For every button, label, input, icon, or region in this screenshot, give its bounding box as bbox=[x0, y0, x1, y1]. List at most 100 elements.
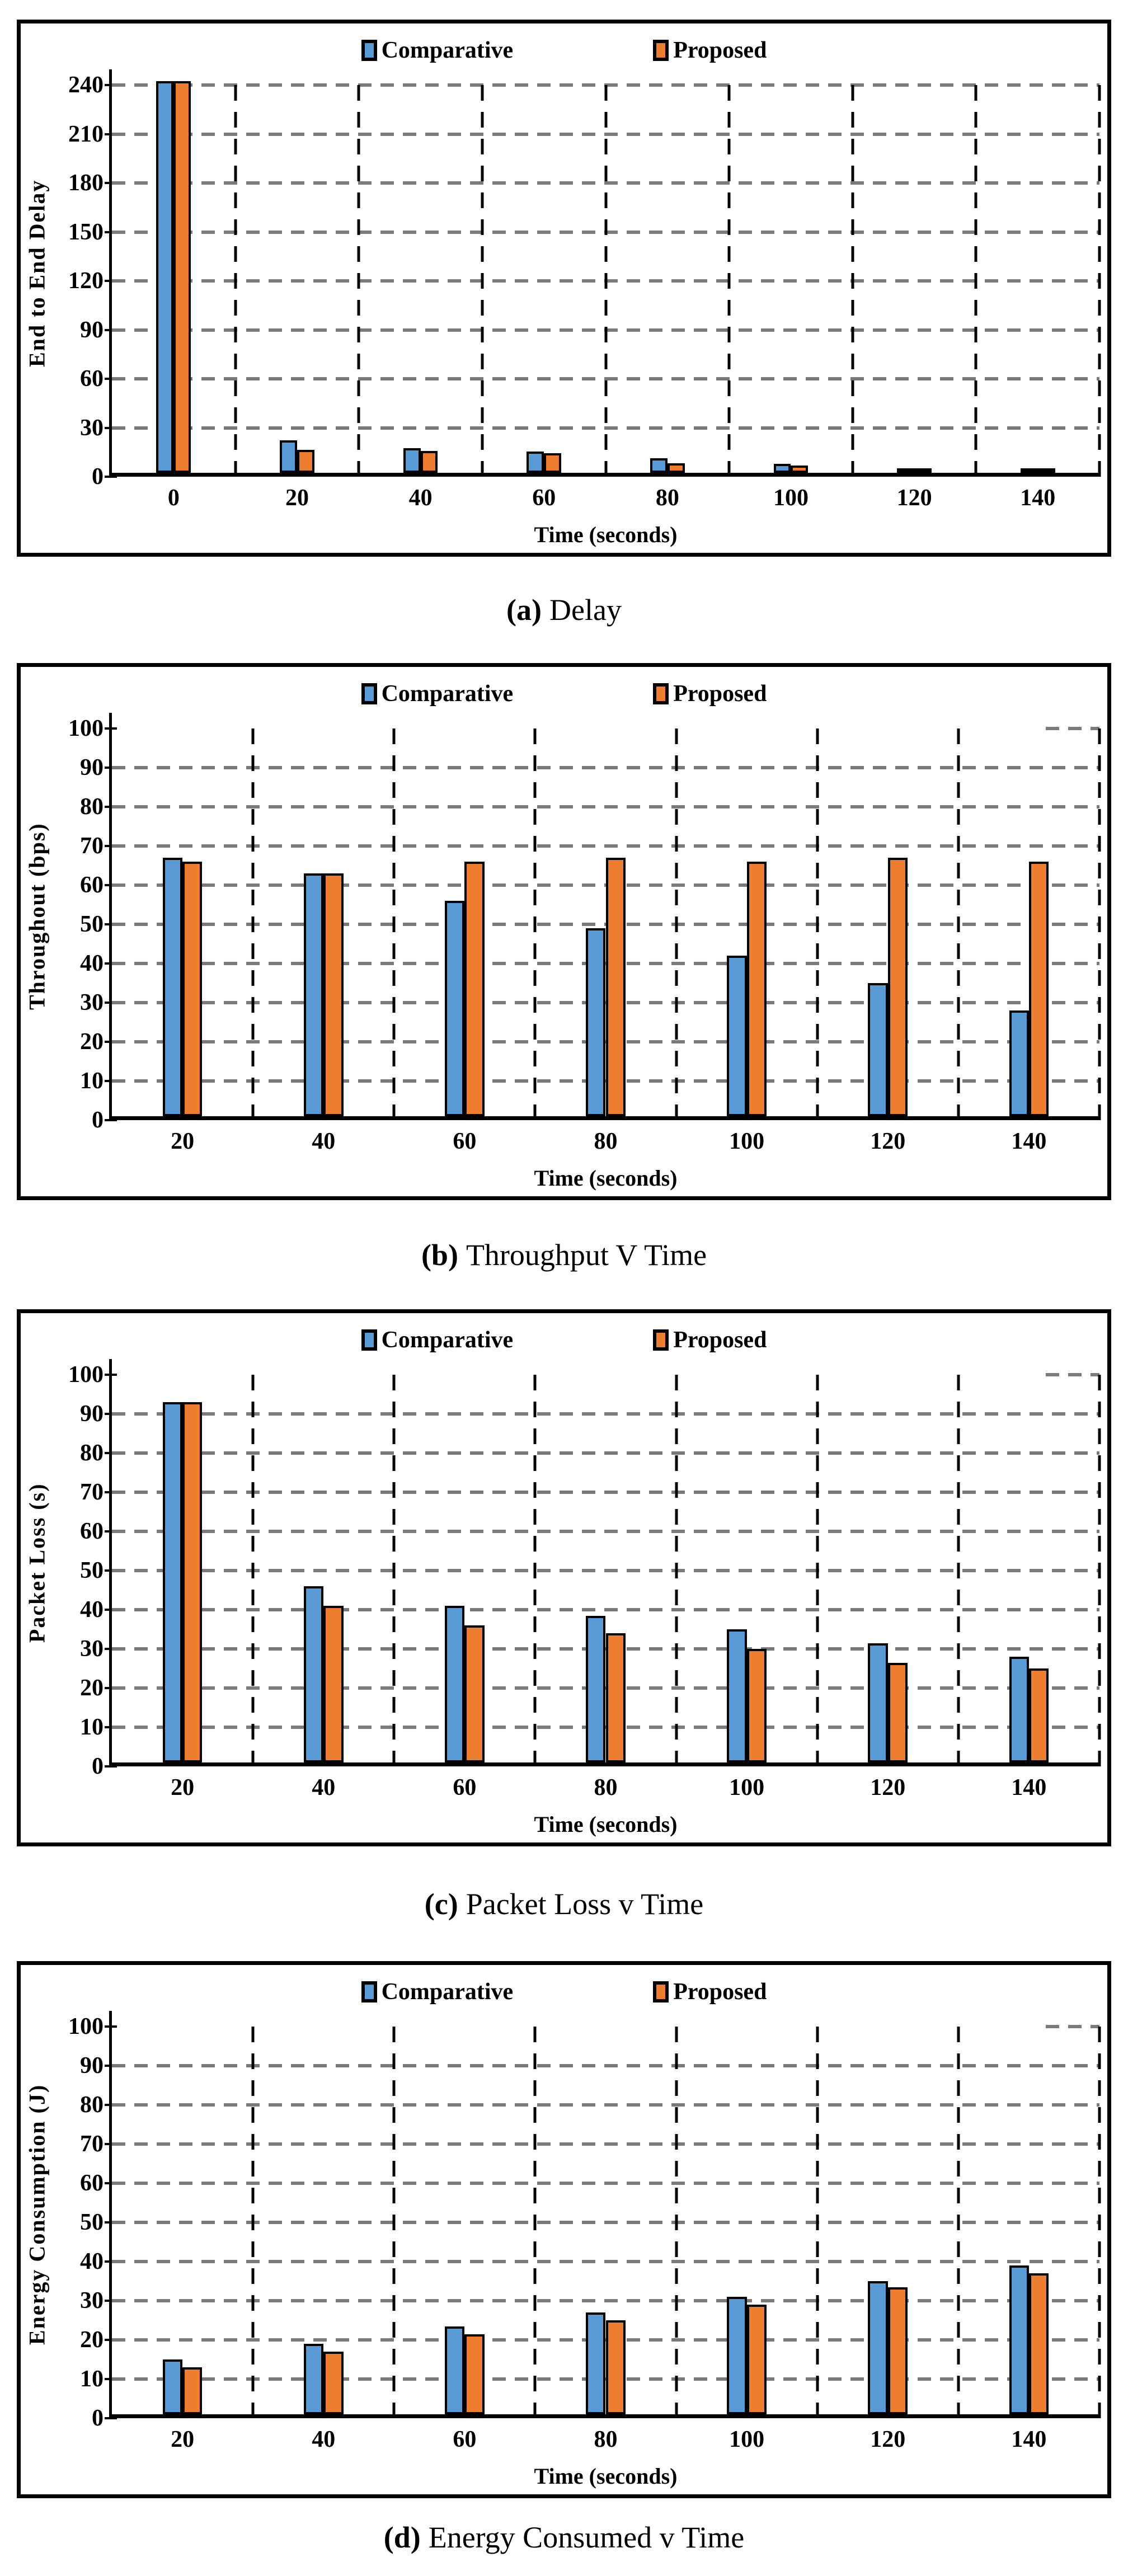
bar-comparative bbox=[586, 1615, 606, 1762]
x-tick-label: 100 bbox=[773, 485, 809, 511]
x-axis-title: Time (seconds) bbox=[534, 1165, 678, 1191]
bar-comparative bbox=[303, 873, 324, 1116]
bar-proposed bbox=[887, 858, 908, 1116]
bar-proposed bbox=[746, 2305, 767, 2414]
bar-proposed bbox=[182, 2367, 203, 2414]
y-tick-label: 80 bbox=[80, 794, 104, 820]
y-tick-label: 0 bbox=[92, 2405, 104, 2431]
y-tick-label: 90 bbox=[80, 1401, 104, 1427]
bar-proposed bbox=[544, 453, 562, 473]
chart-caption-d: (d) Energy Consumed v Time bbox=[0, 2498, 1128, 2576]
y-tick-label: 10 bbox=[80, 2366, 104, 2392]
y-tick-label: 60 bbox=[80, 1519, 104, 1544]
y-tick-label: 30 bbox=[80, 1636, 104, 1662]
y-axis-tick-mark bbox=[105, 328, 117, 331]
bar-comparative bbox=[403, 448, 421, 473]
legend-swatch-proposed-icon bbox=[653, 1981, 669, 2002]
bar-proposed bbox=[297, 450, 314, 473]
y-tick-label: 60 bbox=[80, 872, 104, 898]
y-tick-label: 40 bbox=[80, 1597, 104, 1623]
y-axis-tick-mark bbox=[105, 2417, 117, 2419]
y-tick-label: 90 bbox=[80, 2053, 104, 2079]
v-gridline bbox=[251, 728, 255, 1129]
x-tick-label: 100 bbox=[729, 2427, 765, 2452]
legend-item-comparative: Comparative bbox=[361, 1327, 513, 1353]
y-tick-label: 90 bbox=[80, 755, 104, 781]
y-axis-tick-mark bbox=[105, 1452, 117, 1454]
bar-proposed bbox=[323, 873, 344, 1116]
legend-swatch-proposed-icon bbox=[653, 1329, 669, 1351]
bar-proposed bbox=[1028, 2273, 1049, 2414]
bar-proposed bbox=[464, 2334, 485, 2414]
v-gridline bbox=[251, 1375, 255, 1775]
x-tick-label: 140 bbox=[1011, 1775, 1047, 1801]
v-gridline bbox=[604, 85, 607, 486]
x-axis-title: Time (seconds) bbox=[534, 2464, 678, 2489]
h-gridline bbox=[112, 1608, 1099, 1611]
gridline-top-corner bbox=[1046, 1373, 1099, 1376]
x-tick-label: 140 bbox=[1020, 485, 1056, 511]
x-tick-label: 80 bbox=[594, 1775, 618, 1801]
bar-proposed bbox=[323, 2352, 344, 2414]
x-tick-label: 40 bbox=[408, 485, 433, 511]
bar-proposed bbox=[1028, 862, 1049, 1116]
bar-comparative bbox=[1009, 1657, 1029, 1762]
bar-comparative bbox=[586, 2312, 606, 2414]
x-tick-label: 120 bbox=[896, 485, 932, 511]
bar-proposed bbox=[746, 862, 767, 1116]
legend-item-comparative: Comparative bbox=[361, 1978, 514, 2005]
figure-c: Comparative Proposed Packet Loss (s) 0 10 20 3… bbox=[0, 1309, 1128, 1961]
plot-area bbox=[105, 69, 1101, 486]
y-axis-title: Packet Loss (s) bbox=[24, 1483, 50, 1643]
x-tick-label: 20 bbox=[171, 1775, 195, 1801]
caption-text: Throughput V Time bbox=[466, 1238, 707, 1272]
caption-text: Energy Consumed v Time bbox=[428, 2520, 745, 2554]
v-gridline bbox=[392, 2027, 396, 2427]
y-axis-tick-mark bbox=[105, 1491, 117, 1493]
y-axis-tick-mark bbox=[105, 2300, 117, 2302]
y-axis-tick-mark bbox=[105, 1374, 117, 1376]
y-axis-tick-mark bbox=[105, 2025, 117, 2028]
y-axis-tick-mark bbox=[105, 2143, 117, 2145]
x-tick-label: 0 bbox=[167, 485, 180, 511]
h-gridline bbox=[112, 2142, 1099, 2146]
y-axis-tick-mark bbox=[105, 845, 117, 847]
y-axis-tick-labels: 0 30 60 90 120 150 180 210 240 bbox=[53, 69, 109, 490]
h-gridline bbox=[112, 1451, 1099, 1455]
y-axis-tick-mark bbox=[105, 1119, 117, 1121]
h-gridline bbox=[112, 1491, 1099, 1494]
legend-item-proposed: Proposed bbox=[653, 37, 767, 64]
h-gridline bbox=[112, 805, 1099, 808]
y-axis-tick-mark bbox=[105, 884, 117, 886]
y-tick-label: 70 bbox=[80, 1479, 104, 1505]
bar-proposed bbox=[887, 2287, 908, 2414]
legend-swatch-proposed-icon bbox=[653, 40, 669, 61]
y-axis-tick-mark bbox=[105, 378, 117, 380]
legend-item-proposed: Proposed bbox=[653, 680, 767, 707]
bar-comparative bbox=[897, 468, 915, 473]
bar-comparative bbox=[727, 956, 747, 1116]
y-tick-label: 80 bbox=[80, 1440, 104, 1466]
y-axis-tick-mark bbox=[105, 476, 117, 478]
legend-swatch-comparative-icon bbox=[361, 1981, 377, 2002]
bar-comparative bbox=[162, 858, 183, 1116]
v-gridline bbox=[481, 85, 484, 486]
y-tick-label: 210 bbox=[68, 121, 104, 147]
y-tick-label: 100 bbox=[68, 716, 104, 741]
caption-marker: (a) bbox=[506, 593, 542, 627]
v-gridline bbox=[533, 1375, 537, 1775]
caption-text: Packet Loss v Time bbox=[466, 1887, 704, 1921]
bar-proposed bbox=[464, 1625, 485, 1762]
bar-proposed bbox=[914, 468, 932, 473]
y-tick-label: 50 bbox=[80, 1558, 104, 1583]
legend-label-comparative: Comparative bbox=[381, 1979, 514, 2005]
y-axis-tick-mark bbox=[105, 1002, 117, 1004]
caption-text: Delay bbox=[549, 593, 622, 627]
v-gridline bbox=[675, 2027, 678, 2427]
h-gridline bbox=[112, 1412, 1099, 1416]
legend-label-comparative: Comparative bbox=[381, 37, 514, 63]
bar-comparative bbox=[303, 2344, 324, 2414]
v-gridline bbox=[957, 2027, 960, 2427]
v-gridline bbox=[1098, 1375, 1101, 1775]
bar-comparative bbox=[773, 463, 791, 473]
